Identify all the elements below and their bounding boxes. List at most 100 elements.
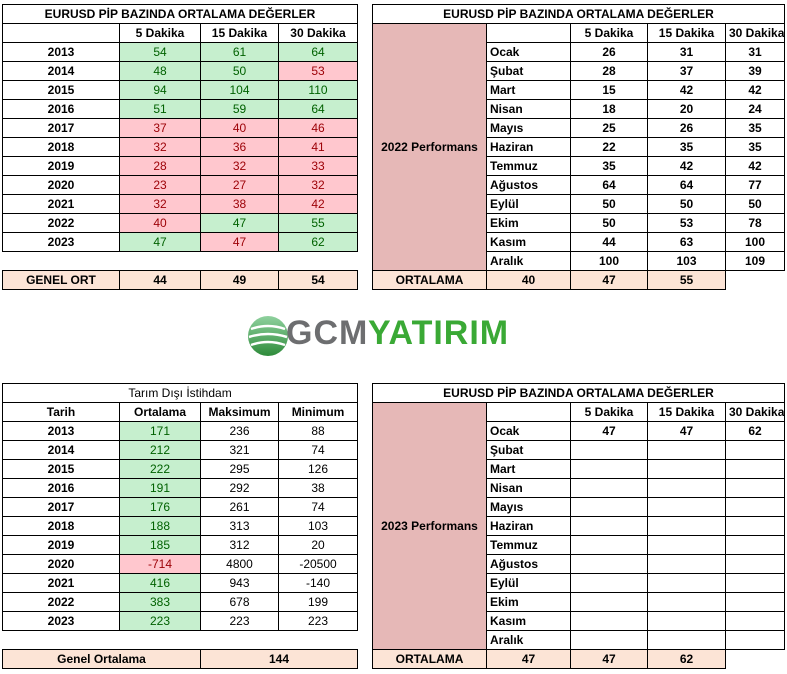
value-cell: 32	[200, 156, 279, 176]
value-cell	[647, 478, 726, 498]
value-cell	[647, 611, 726, 631]
summary-cell: 55	[647, 270, 726, 290]
header-cell: Ortalama	[119, 402, 201, 422]
value-cell: 100	[724, 232, 786, 252]
month-cell: Mayıs	[486, 497, 571, 517]
value-cell	[570, 440, 648, 460]
value-cell: 24	[724, 99, 786, 119]
minimum-cell: 74	[277, 440, 359, 460]
maximum-cell: 678	[200, 592, 279, 612]
table-row: 2013 54 61 64	[2, 42, 358, 62]
table-row: Eylül	[373, 573, 786, 593]
month-cell: Şubat	[486, 61, 571, 81]
value-cell: 35	[647, 137, 726, 157]
value-cell: 40	[200, 118, 279, 138]
average-cell: 212	[119, 440, 201, 460]
summary-cell: 144	[199, 649, 359, 669]
table-title: Tarım Dışı İstihdam	[1, 383, 359, 403]
year-cell: 2019	[2, 156, 120, 176]
table-row: 2014 212 321 74	[2, 440, 359, 460]
summary-label: GENEL ORT	[2, 270, 120, 290]
month-cell: Ağustos	[486, 175, 571, 195]
summary-cell: 40	[486, 270, 571, 290]
month-cell: Kasım	[486, 611, 571, 631]
value-cell: 20	[647, 99, 726, 119]
table-row: 2023 47 47 62	[2, 232, 358, 252]
minimum-cell: 88	[277, 421, 359, 441]
value-cell: 15	[570, 80, 648, 100]
value-cell: 25	[570, 118, 648, 138]
value-cell	[647, 573, 726, 593]
table-row: 2021 32 38 42	[2, 194, 358, 214]
month-cell: Kasım	[486, 232, 571, 252]
table-title: EURUSD PİP BAZINDA ORTALAMA DEĞERLER	[371, 383, 786, 403]
summary-cell: 47	[570, 649, 648, 669]
header-cell	[486, 402, 571, 422]
year-cell: 2014	[2, 61, 120, 81]
summary-cell: 47	[570, 270, 648, 290]
average-cell: 416	[119, 573, 201, 593]
value-cell: 62	[724, 421, 786, 441]
header-cell: Minimum	[277, 402, 359, 422]
month-cell: Mart	[486, 80, 571, 100]
value-cell	[647, 592, 726, 612]
year-cell: 2015	[2, 459, 120, 479]
summary-cell: 44	[119, 270, 201, 290]
value-cell: 94	[119, 80, 201, 100]
table-row: Ekim 50 53 78	[373, 213, 786, 233]
summary-label: ORTALAMA	[372, 649, 487, 669]
table-row: 2020 -714 4800 -20500	[2, 554, 359, 574]
value-cell: 36	[200, 137, 279, 157]
value-cell: 42	[724, 80, 786, 100]
value-cell	[647, 554, 726, 574]
header-cell: 5 Dakika	[119, 23, 201, 43]
header-cell: Maksimum	[200, 402, 279, 422]
value-cell: 23	[119, 175, 201, 195]
header-cell: 5 Dakika	[570, 402, 648, 422]
year-cell: 2016	[2, 99, 120, 119]
value-cell: 50	[647, 194, 726, 214]
summary-label: Genel Ortalama	[2, 649, 201, 669]
maximum-cell: 4800	[200, 554, 279, 574]
average-cell: 191	[119, 478, 201, 498]
value-cell: 77	[724, 175, 786, 195]
spacer-row	[3, 252, 358, 271]
value-cell	[570, 592, 648, 612]
value-cell: 42	[647, 80, 726, 100]
table-row: Mart	[373, 459, 786, 479]
month-cell: Ekim	[486, 592, 571, 612]
header-cell: 5 Dakika	[570, 23, 648, 43]
year-cell: 2014	[2, 440, 120, 460]
spacer-row	[3, 631, 358, 650]
table-row: 2016 51 59 64	[2, 99, 358, 119]
value-cell: 47	[200, 232, 279, 252]
value-cell	[724, 516, 786, 536]
maximum-cell: 236	[200, 421, 279, 441]
summary-cell: 62	[647, 649, 726, 669]
value-cell: 47	[647, 421, 726, 441]
summary-label: ORTALAMA	[372, 270, 487, 290]
month-cell: Ocak	[486, 421, 571, 441]
maximum-cell: 223	[200, 611, 279, 631]
value-cell: 47	[200, 213, 279, 233]
value-cell: 47	[570, 421, 648, 441]
table-body: 2013 171 236 88 2014 212 321 74 2015 222 295 126 201…	[2, 421, 359, 631]
value-cell: 53	[647, 213, 726, 233]
table-row: Eylül 50 50 50	[373, 194, 786, 214]
performance-label: 2022 Performans	[372, 23, 487, 271]
value-cell: 41	[278, 137, 358, 157]
minimum-cell: -20500	[277, 554, 359, 574]
average-cell: -714	[119, 554, 201, 574]
value-cell: 42	[724, 156, 786, 176]
value-cell: 27	[200, 175, 279, 195]
table-header-row: 2023 Performans 5 Dakika 15 Dakika 30 Dakik…	[372, 402, 786, 650]
value-cell: 44	[570, 232, 648, 252]
minimum-cell: 223	[277, 611, 359, 631]
table-header-row: 2022 Performans 5 Dakika 15 Dakika 30 Dakik…	[372, 23, 786, 271]
table-row: Temmuz 35 42 42	[373, 156, 786, 176]
value-cell: 64	[278, 42, 358, 62]
average-cell: 185	[119, 535, 201, 555]
table-row: Nisan	[373, 478, 786, 498]
maximum-cell: 321	[200, 440, 279, 460]
value-cell: 32	[119, 194, 201, 214]
